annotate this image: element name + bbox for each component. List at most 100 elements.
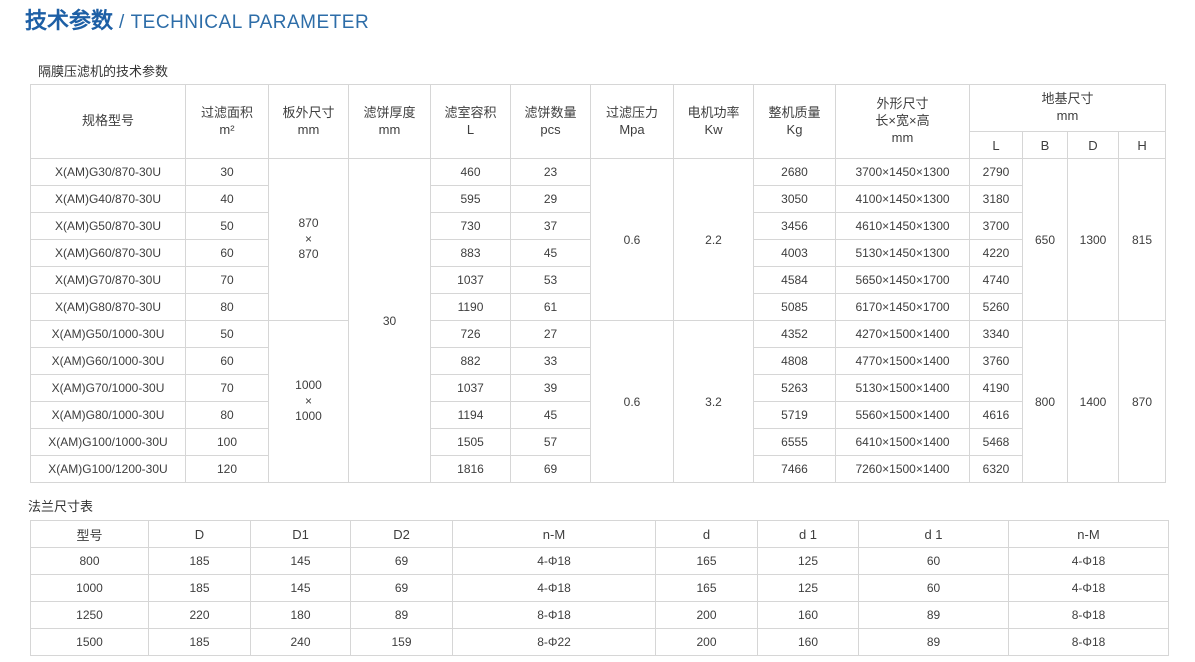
cell: 1190	[430, 293, 511, 321]
cell: 4808	[753, 347, 836, 375]
table-subheader-row: L B D H	[31, 131, 1167, 159]
col-header-model: 规格型号	[30, 84, 186, 159]
cell: 61	[510, 293, 591, 321]
cell: 3760	[969, 347, 1023, 375]
model-cell: X(AM)G70/870-30U	[30, 266, 186, 294]
cell: 4770×1500×1400	[835, 347, 970, 375]
cell: 1300	[1067, 158, 1119, 321]
model-cell: X(AM)G100/1000-30U	[30, 428, 186, 456]
model-cell: 800	[30, 547, 149, 575]
cell: 50	[185, 320, 269, 348]
cell: 6170×1450×1700	[835, 293, 970, 321]
table-row: X(AM)G60/1000-30U 60 882 33 4808 4770×15…	[30, 347, 1166, 375]
cell: 4610×1450×1300	[835, 212, 970, 240]
cell: 165	[655, 574, 758, 602]
cell: 45	[510, 401, 591, 429]
cell: 160	[757, 628, 859, 656]
cell: 125	[757, 574, 859, 602]
table-row: 1250 220 180 89 8-Φ18 200 160 89 8-Φ18	[30, 601, 1169, 629]
cell: 5260	[969, 293, 1023, 321]
cell: 3700	[969, 212, 1023, 240]
col-header-foundation-d: D	[1067, 131, 1119, 159]
cell: 5719	[753, 401, 836, 429]
cell: 5085	[753, 293, 836, 321]
table-row: X(AM)G40/870-30U 40 595 29 3050 4100×145…	[30, 185, 1166, 213]
table-row: 1000 185 145 69 4-Φ18 165 125 60 4-Φ18	[30, 574, 1169, 602]
cell: 200	[655, 601, 758, 629]
cell: 4-Φ18	[1008, 547, 1169, 575]
cell: 8-Φ18	[1008, 601, 1169, 629]
table-header-row: 规格型号 过滤面积 m² 板外尺寸 mm 滤饼厚度 mm 滤室容积 L 滤饼数量…	[30, 84, 1167, 159]
cell: 4616	[969, 401, 1023, 429]
cell: 3.2	[673, 320, 754, 483]
flange-table-caption: 法兰尺寸表	[28, 499, 94, 514]
cell: 5130×1500×1400	[835, 374, 970, 402]
model-cell: X(AM)G50/1000-30U	[30, 320, 186, 348]
col-header-flange-d1-lower-b: d 1	[858, 520, 1009, 548]
cell: 4100×1450×1300	[835, 185, 970, 213]
cell: 882	[430, 347, 511, 375]
cell: 165	[655, 547, 758, 575]
tech-table-caption: 隔膜压滤机的技术参数	[38, 64, 169, 79]
table-row: X(AM)G30/870-30U 30 870 × 870 30 460 23 …	[30, 158, 1167, 483]
cell: 3180	[969, 185, 1023, 213]
cell: 5130×1450×1300	[835, 239, 970, 267]
cell: 69	[350, 547, 453, 575]
cell: 0.6	[590, 158, 674, 321]
cell: 2.2	[673, 158, 754, 321]
col-header-plate-size: 板外尺寸 mm	[268, 84, 349, 159]
col-header-foundation-h: H	[1117, 131, 1167, 159]
cell: 8-Φ22	[452, 628, 656, 656]
table-row: X(AM)G50/870-30U 50 730 37 3456 4610×145…	[30, 212, 1166, 240]
model-cell: X(AM)G80/870-30U	[30, 293, 186, 321]
cell: 4584	[753, 266, 836, 294]
cell: 159	[350, 628, 453, 656]
col-header-foundation-l: L	[969, 131, 1023, 159]
col-header-machine-weight: 整机质量 Kg	[753, 84, 836, 159]
cell: 100	[185, 428, 269, 456]
cell: 4003	[753, 239, 836, 267]
cell: 57	[510, 428, 591, 456]
model-cell: 1250	[30, 601, 149, 629]
model-cell: X(AM)G30/870-30U	[30, 158, 186, 186]
cell: 33	[510, 347, 591, 375]
cell: 2790	[969, 158, 1023, 186]
table-row: X(AM)G50/1000-30U 50 1000 × 1000 726 27 …	[30, 320, 1167, 483]
col-header-cake-quantity: 滤饼数量 pcs	[510, 84, 591, 159]
table-row: X(AM)G60/870-30U 60 883 45 4003 5130×145…	[30, 239, 1166, 267]
cell: 89	[350, 601, 453, 629]
cell: 80	[185, 293, 269, 321]
cell: 7260×1500×1400	[835, 455, 970, 483]
cell: 69	[510, 455, 591, 483]
cell: 1194	[430, 401, 511, 429]
cell: 650	[1022, 158, 1068, 321]
table-row: X(AM)G100/1200-30U 120 1816 69 7466 7260…	[30, 455, 1166, 483]
cell: 185	[148, 547, 251, 575]
cell: 7466	[753, 455, 836, 483]
col-header-flange-d-lower: d	[655, 520, 758, 548]
cell: 800	[1022, 320, 1068, 483]
col-header-flange-d1-lower-a: d 1	[757, 520, 859, 548]
col-header-flange-d-upper: D	[148, 520, 251, 548]
col-header-cake-thickness: 滤饼厚度 mm	[348, 84, 431, 159]
cell: 23	[510, 158, 591, 186]
page-title-english: / TECHNICAL PARAMETER	[119, 12, 370, 33]
page-title-chinese: 技术参数	[25, 8, 114, 33]
cell: 180	[250, 601, 351, 629]
cell: 870	[1117, 320, 1167, 483]
cell: 60	[185, 347, 269, 375]
cell: 1816	[430, 455, 511, 483]
cell: 200	[655, 628, 758, 656]
cell: 145	[250, 547, 351, 575]
page-title: 技术参数 / TECHNICAL PARAMETER	[25, 8, 1195, 36]
cell: 4-Φ18	[1008, 574, 1169, 602]
table-row: X(AM)G100/1000-30U 100 1505 57 6555 6410…	[30, 428, 1166, 456]
cell: 730	[430, 212, 511, 240]
cell: 4740	[969, 266, 1023, 294]
cell: 160	[757, 601, 859, 629]
flange-dimensions-table: 型号 D D1 D2 n-M d d 1 d 1 n-M 800 185 145…	[30, 520, 1169, 656]
col-header-flange-nm-1: n-M	[452, 520, 656, 548]
cell: 6320	[969, 455, 1023, 483]
cell: 1000 × 1000	[268, 320, 349, 483]
table-row: X(AM)G70/1000-30U 70 1037 39 5263 5130×1…	[30, 374, 1166, 402]
